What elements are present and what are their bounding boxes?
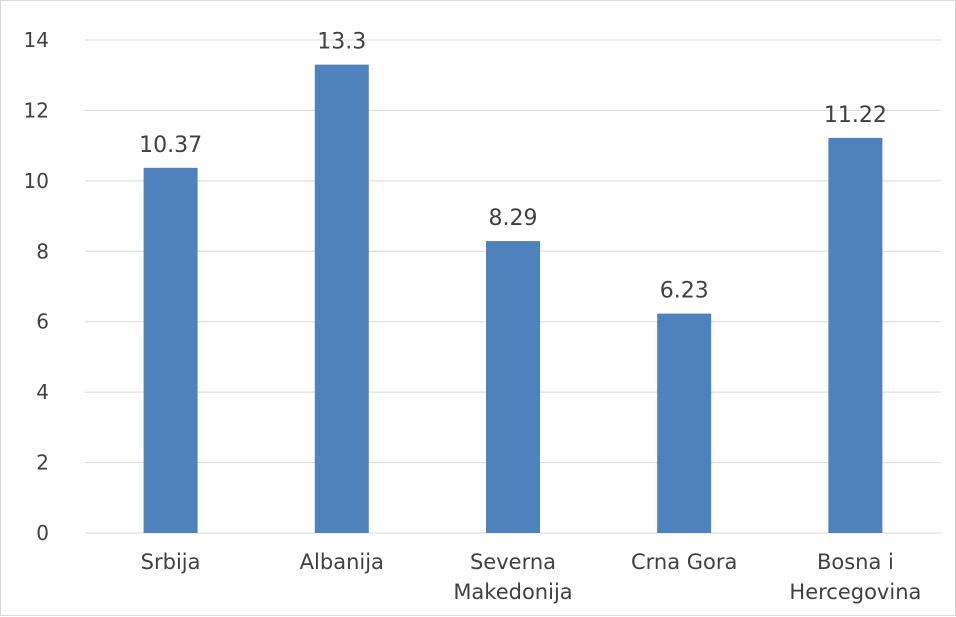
y-tick-label: 0 <box>36 521 49 545</box>
bars <box>143 64 883 534</box>
data-labels: 10.37 13.3 8.29 6.23 11.22 <box>139 30 887 304</box>
y-axis-tick-labels: 0 2 4 6 8 10 12 14 <box>24 28 49 545</box>
x-axis-category-labels: Srbija Albanija Severna Makedonija Crna Gora… <box>141 550 922 604</box>
y-tick-label: 6 <box>36 310 49 334</box>
bar <box>486 241 540 533</box>
y-tick-label: 10 <box>24 169 49 193</box>
y-tick-label: 4 <box>36 380 49 404</box>
data-label: 8.29 <box>489 206 538 231</box>
y-tick-label: 12 <box>24 98 49 122</box>
y-tick-label: 8 <box>36 239 49 263</box>
category-label: Severna <box>470 550 556 574</box>
category-label: Makedonija <box>453 580 572 604</box>
y-tick-label: 14 <box>24 28 49 52</box>
data-label: 13.3 <box>317 30 366 55</box>
category-label: Hercegovina <box>789 580 921 604</box>
bar <box>828 137 883 533</box>
y-tick-label: 2 <box>36 451 49 475</box>
category-label: Bosna i <box>817 550 894 574</box>
category-label: Crna Gora <box>631 550 737 574</box>
data-label: 11.22 <box>824 103 887 128</box>
category-label: Srbija <box>141 550 201 574</box>
data-label: 10.37 <box>139 133 202 158</box>
bar <box>657 313 712 533</box>
bar <box>314 64 369 534</box>
category-label: Albanija <box>300 550 384 574</box>
bar <box>143 167 198 533</box>
data-label: 6.23 <box>660 279 709 304</box>
